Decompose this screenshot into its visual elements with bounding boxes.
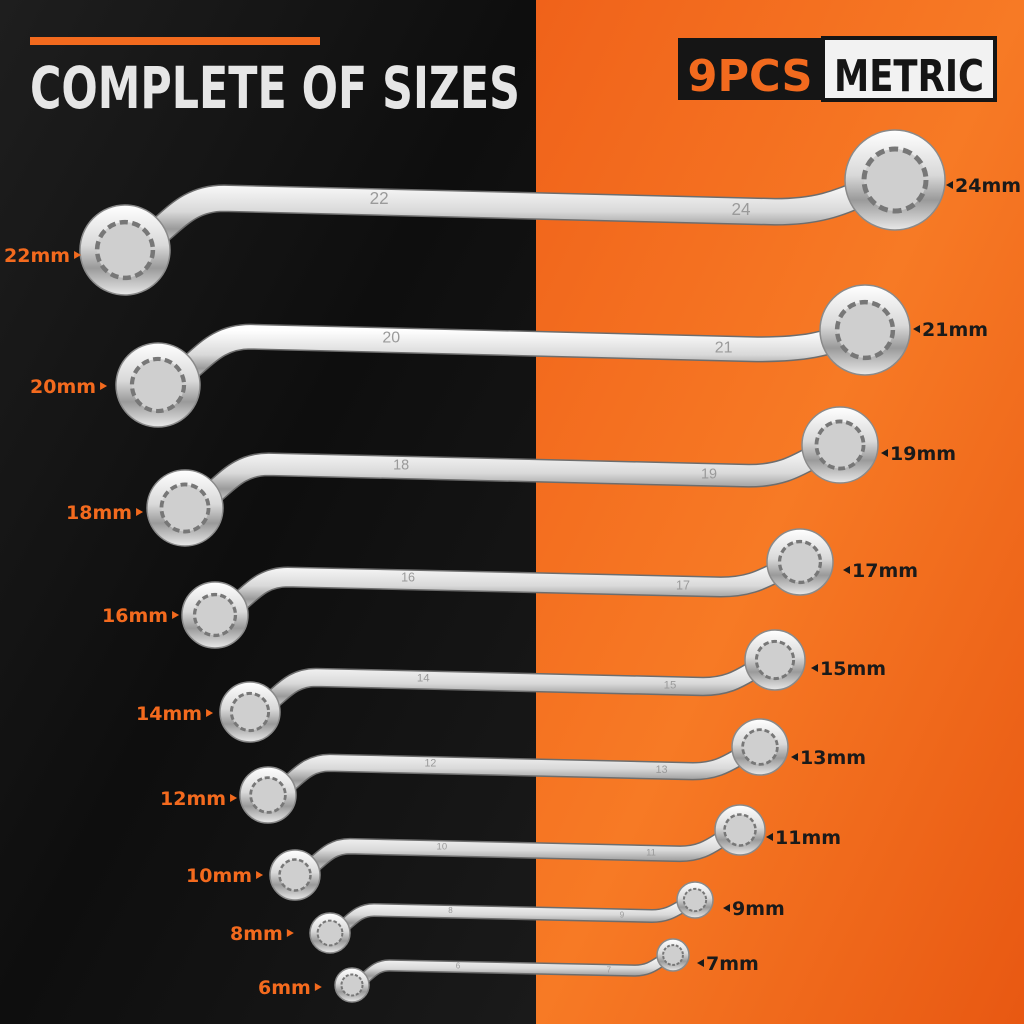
wrench-stamp: 18 — [393, 457, 409, 473]
size-label: 19mm — [890, 443, 956, 465]
wrench-socket — [682, 887, 708, 913]
wrench-stamp: 20 — [382, 329, 400, 346]
label-arrow — [697, 959, 704, 967]
size-label: 9mm — [732, 898, 785, 920]
wrench-socket — [834, 299, 896, 361]
wrench-socket — [94, 219, 156, 281]
wrench-socket — [723, 813, 757, 847]
label-arrow — [946, 181, 953, 189]
title: COMPLETE OF SIZES — [30, 54, 520, 122]
wrench-stamp: 12 — [424, 758, 436, 770]
wrench-socket — [662, 944, 684, 966]
badge-type-box — [821, 36, 997, 102]
wrench-socket — [159, 482, 211, 534]
wrench: 22 24 22mm 24mm — [4, 129, 1021, 296]
label-arrow — [206, 709, 214, 717]
wrench: 12 13 12mm 13mm — [160, 718, 866, 824]
label-arrow — [913, 325, 920, 333]
wrench-stamp: 19 — [701, 466, 717, 482]
wrench-socket — [129, 356, 187, 414]
wrench-socket — [278, 858, 312, 892]
label-arrow — [723, 904, 730, 912]
wrench-socket — [741, 728, 779, 766]
wrench: 10 11 10mm 11mm — [186, 804, 841, 901]
wrench-stamp: 7 — [607, 965, 612, 974]
badge-count-box — [678, 38, 823, 100]
size-label: 22mm — [4, 245, 70, 267]
wrench-stamp: 17 — [676, 578, 690, 592]
wrench-socket — [754, 639, 796, 681]
wrench: 18 19 18mm 19mm — [66, 406, 956, 547]
wrench-stamp: 8 — [448, 906, 453, 915]
size-label: 13mm — [800, 747, 866, 769]
label-arrow — [766, 833, 773, 841]
wrench-stamp: 22 — [370, 189, 389, 208]
label-arrow — [256, 871, 264, 879]
wrench-stamp: 6 — [456, 961, 461, 970]
size-label: 24mm — [955, 175, 1021, 197]
wrench-socket — [777, 539, 823, 585]
size-label: 14mm — [136, 703, 202, 725]
size-label: 10mm — [186, 865, 252, 887]
wrench-stamp: 24 — [731, 200, 750, 219]
wrench-stamp: 11 — [646, 848, 656, 859]
label-arrow — [172, 611, 180, 619]
label-arrow — [791, 753, 798, 761]
wrench: 14 15 14mm 15mm — [136, 629, 886, 743]
size-label: 8mm — [230, 923, 283, 945]
size-label: 6mm — [258, 977, 311, 999]
wrench-stamp: 13 — [656, 764, 668, 776]
label-arrow — [286, 929, 294, 937]
size-label: 16mm — [102, 605, 168, 627]
wrench-socket — [192, 592, 238, 638]
size-label: 17mm — [852, 560, 918, 582]
wrench-stamp: 21 — [715, 339, 733, 356]
wrench-stamp: 14 — [417, 672, 430, 684]
wrench-socket — [340, 973, 364, 997]
wrench-socket — [861, 146, 929, 214]
size-label: 15mm — [820, 658, 886, 680]
wrench-stamp: 9 — [620, 911, 625, 920]
title-bar — [30, 37, 320, 45]
wrench: 20 21 20mm 21mm — [30, 284, 988, 428]
size-label: 21mm — [922, 319, 988, 341]
wrench-socket — [814, 419, 866, 471]
wrench-stamp: 15 — [664, 680, 677, 692]
wrench-socket — [249, 776, 287, 814]
wrench-stamp: 16 — [401, 570, 415, 584]
wrench: 8 9 8mm 9mm — [230, 881, 785, 954]
label-arrow — [811, 664, 818, 672]
wrench-socket — [229, 691, 271, 733]
size-label: 20mm — [30, 376, 96, 398]
wrench: 6 7 6mm 7mm — [258, 938, 759, 1003]
badge-type: METRIC — [834, 51, 984, 102]
label-arrow — [136, 508, 144, 516]
badge-count: 9PCS — [688, 51, 813, 102]
size-label: 18mm — [66, 502, 132, 524]
wrench-socket — [316, 919, 344, 947]
label-arrow — [100, 382, 108, 390]
label-arrow — [74, 251, 82, 259]
size-label: 11mm — [775, 827, 841, 849]
label-arrow — [230, 794, 238, 802]
label-arrow — [843, 566, 850, 574]
wrench-set: 22 24 22mm 24mm 20 21 20mm 21mm 18 19 18mm 19mm 16 17… — [4, 129, 1021, 1003]
size-label: 7mm — [706, 953, 759, 975]
label-arrow — [881, 449, 888, 457]
size-label: 12mm — [160, 788, 226, 810]
label-arrow — [314, 983, 322, 991]
orange-half — [536, 0, 1024, 1024]
wrench-stamp: 10 — [437, 842, 448, 853]
wrench: 16 17 16mm 17mm — [102, 528, 918, 649]
